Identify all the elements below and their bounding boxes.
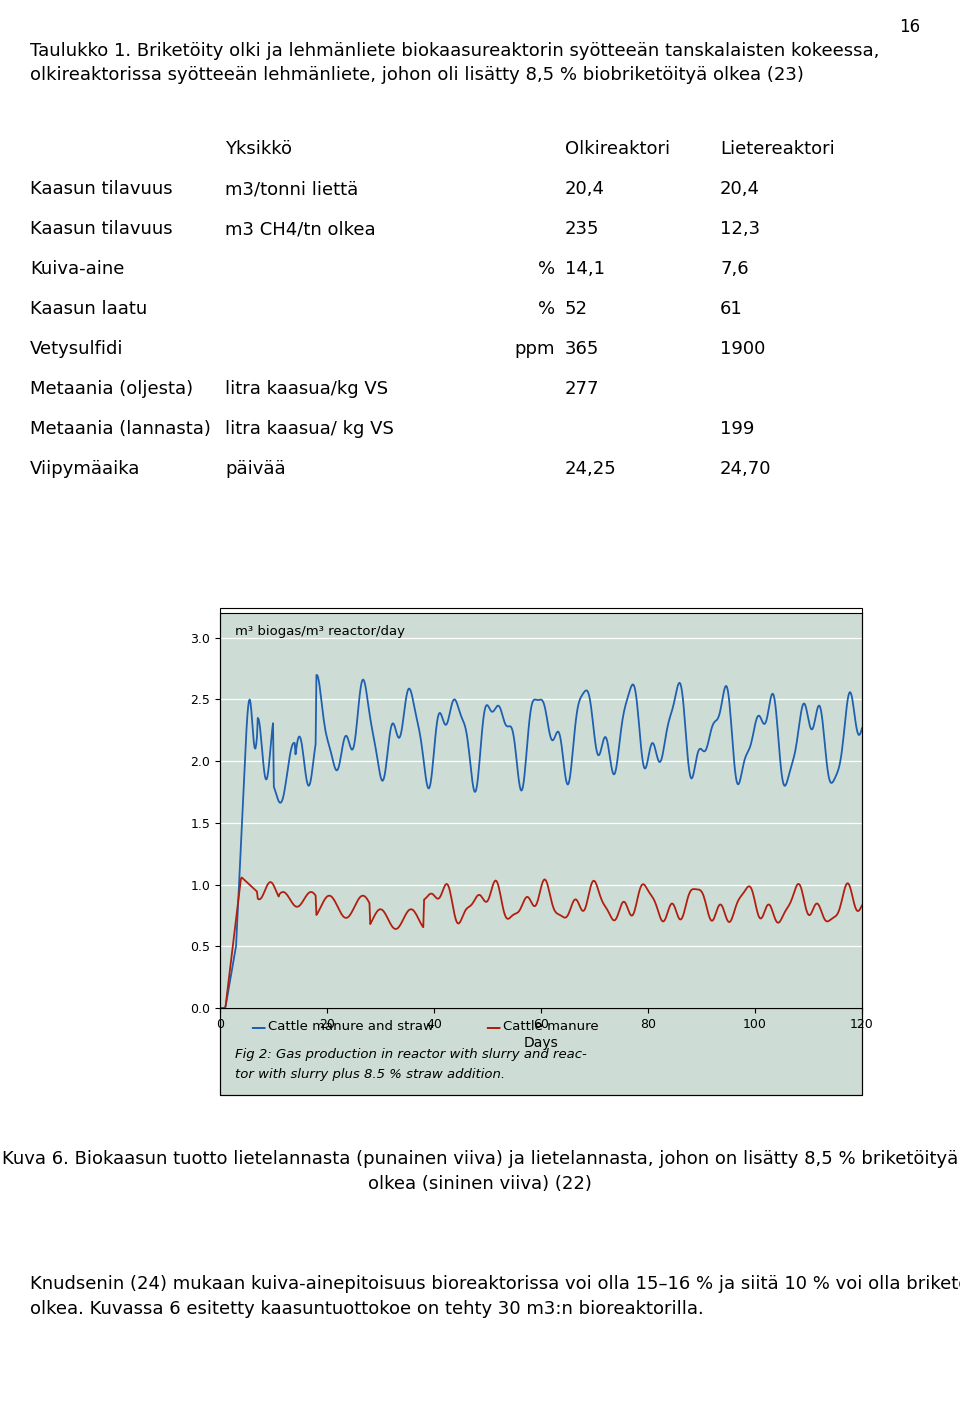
Text: 52: 52 [565,300,588,318]
Text: Olkireaktori: Olkireaktori [565,140,670,158]
Text: Kaasun laatu: Kaasun laatu [30,300,147,318]
Text: %: % [538,260,555,278]
Text: olkea (sininen viiva) (22): olkea (sininen viiva) (22) [368,1176,592,1193]
Text: m³ biogas/m³ reactor/day: m³ biogas/m³ reactor/day [235,625,405,639]
Text: Metaania (oljesta): Metaania (oljesta) [30,380,193,398]
Text: päivää: päivää [225,461,286,478]
Text: olkea. Kuvassa 6 esitetty kaasuntuottokoe on tehty 30 m3:n bioreaktorilla.: olkea. Kuvassa 6 esitetty kaasuntuottoko… [30,1300,704,1318]
Text: Viipymäaika: Viipymäaika [30,461,140,478]
Text: —: — [250,1020,265,1034]
Text: 16: 16 [899,18,920,35]
Text: litra kaasua/kg VS: litra kaasua/kg VS [225,380,388,398]
Text: 365: 365 [565,341,599,357]
Text: Cattle manure and straw: Cattle manure and straw [268,1020,434,1033]
Text: m3 CH4/tn olkea: m3 CH4/tn olkea [225,220,375,237]
Text: 235: 235 [565,220,599,237]
Text: 14,1: 14,1 [565,260,605,278]
Text: Yksikkö: Yksikkö [225,140,292,158]
Text: Kaasun tilavuus: Kaasun tilavuus [30,220,173,237]
Text: 7,6: 7,6 [720,260,749,278]
Text: Metaania (lannasta): Metaania (lannasta) [30,420,211,438]
Text: %: % [538,300,555,318]
Text: Vetysulfidi: Vetysulfidi [30,341,124,357]
Text: 1900: 1900 [720,341,765,357]
Text: 277: 277 [565,380,599,398]
X-axis label: Days: Days [523,1036,559,1050]
Text: 24,70: 24,70 [720,461,772,478]
Text: Taulukko 1. Briketöity olki ja lehmänliete biokaasureaktorin syötteeän tanskalai: Taulukko 1. Briketöity olki ja lehmänlie… [30,42,879,59]
Text: ppm: ppm [515,341,555,357]
Text: 24,25: 24,25 [565,461,616,478]
Text: Lietereaktori: Lietereaktori [720,140,835,158]
Text: 199: 199 [720,420,755,438]
Text: —: — [485,1020,500,1034]
Text: tor with slurry plus 8.5 % straw addition.: tor with slurry plus 8.5 % straw additio… [235,1068,505,1081]
Text: Knudsenin (24) mukaan kuiva-ainepitoisuus bioreaktorissa voi olla 15–16 % ja sii: Knudsenin (24) mukaan kuiva-ainepitoisuu… [30,1275,960,1293]
Text: 20,4: 20,4 [720,179,760,198]
Text: Kuiva-aine: Kuiva-aine [30,260,125,278]
Text: Kaasun tilavuus: Kaasun tilavuus [30,179,173,198]
Text: Fig 2: Gas production in reactor with slurry and reac-: Fig 2: Gas production in reactor with sl… [235,1048,587,1061]
Text: 61: 61 [720,300,743,318]
Text: Cattle manure: Cattle manure [503,1020,599,1033]
Text: olkireaktorissa syötteeän lehmänliete, johon oli lisätty 8,5 % biobriketöityä ol: olkireaktorissa syötteeän lehmänliete, j… [30,66,804,83]
Text: 12,3: 12,3 [720,220,760,237]
Text: 20,4: 20,4 [565,179,605,198]
Text: litra kaasua/ kg VS: litra kaasua/ kg VS [225,420,394,438]
Text: Kuva 6. Biokaasun tuotto lietelannasta (punainen viiva) ja lietelannasta, johon : Kuva 6. Biokaasun tuotto lietelannasta (… [2,1150,958,1169]
Text: m3/tonni liettä: m3/tonni liettä [225,179,358,198]
